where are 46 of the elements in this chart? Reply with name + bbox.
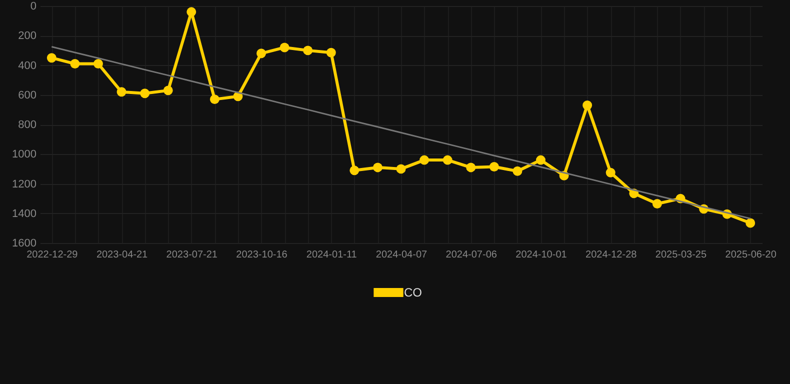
x-tick-label: 2024-10-01 xyxy=(516,250,568,260)
point xyxy=(116,87,126,97)
point xyxy=(582,100,592,110)
y-tick-label: 1000 xyxy=(12,148,36,161)
point xyxy=(489,162,499,172)
x-tick-label: 2023-04-21 xyxy=(96,250,148,260)
point xyxy=(46,53,56,63)
y-tick-label: 600 xyxy=(18,89,36,102)
point xyxy=(420,155,430,165)
point xyxy=(652,199,662,208)
x-tick-label: 2024-04-07 xyxy=(376,250,428,260)
point xyxy=(512,166,522,176)
point xyxy=(256,48,266,58)
y-tick-label: 1600 xyxy=(12,238,36,250)
point xyxy=(606,168,616,178)
y-tick-label: 400 xyxy=(18,60,36,72)
point xyxy=(442,155,452,165)
point xyxy=(536,155,546,165)
point xyxy=(303,46,313,56)
x-tick-label: 2023-07-21 xyxy=(166,250,218,260)
y-tick-label: 1200 xyxy=(12,178,36,190)
legend-label: CO xyxy=(404,286,422,300)
point xyxy=(396,164,406,174)
point xyxy=(210,94,220,104)
point xyxy=(466,162,476,172)
y-tick-label: 200 xyxy=(18,30,36,42)
y-tick-label: 800 xyxy=(18,119,36,131)
point xyxy=(372,162,382,172)
x-tick-label: 2024-01-11 xyxy=(306,250,358,260)
point xyxy=(326,48,336,58)
point xyxy=(70,59,80,68)
x-tick-label: 2024-07-06 xyxy=(446,250,498,260)
x-tick-label: 2023-10-16 xyxy=(236,250,288,260)
point xyxy=(280,42,290,52)
point xyxy=(163,86,173,96)
y-tick-label: 0 xyxy=(30,0,36,12)
point xyxy=(140,88,150,98)
point xyxy=(186,7,196,17)
x-tick-label: 2024-12-28 xyxy=(586,250,638,260)
point xyxy=(746,218,756,228)
point xyxy=(93,59,103,68)
point xyxy=(350,166,360,176)
x-tick-label: 2025-06-20 xyxy=(725,250,777,260)
x-tick-label: 2025-03-25 xyxy=(655,250,707,260)
x-tick-label: 2022-12-29 xyxy=(26,250,78,260)
y-tick-label: 1400 xyxy=(12,208,36,220)
